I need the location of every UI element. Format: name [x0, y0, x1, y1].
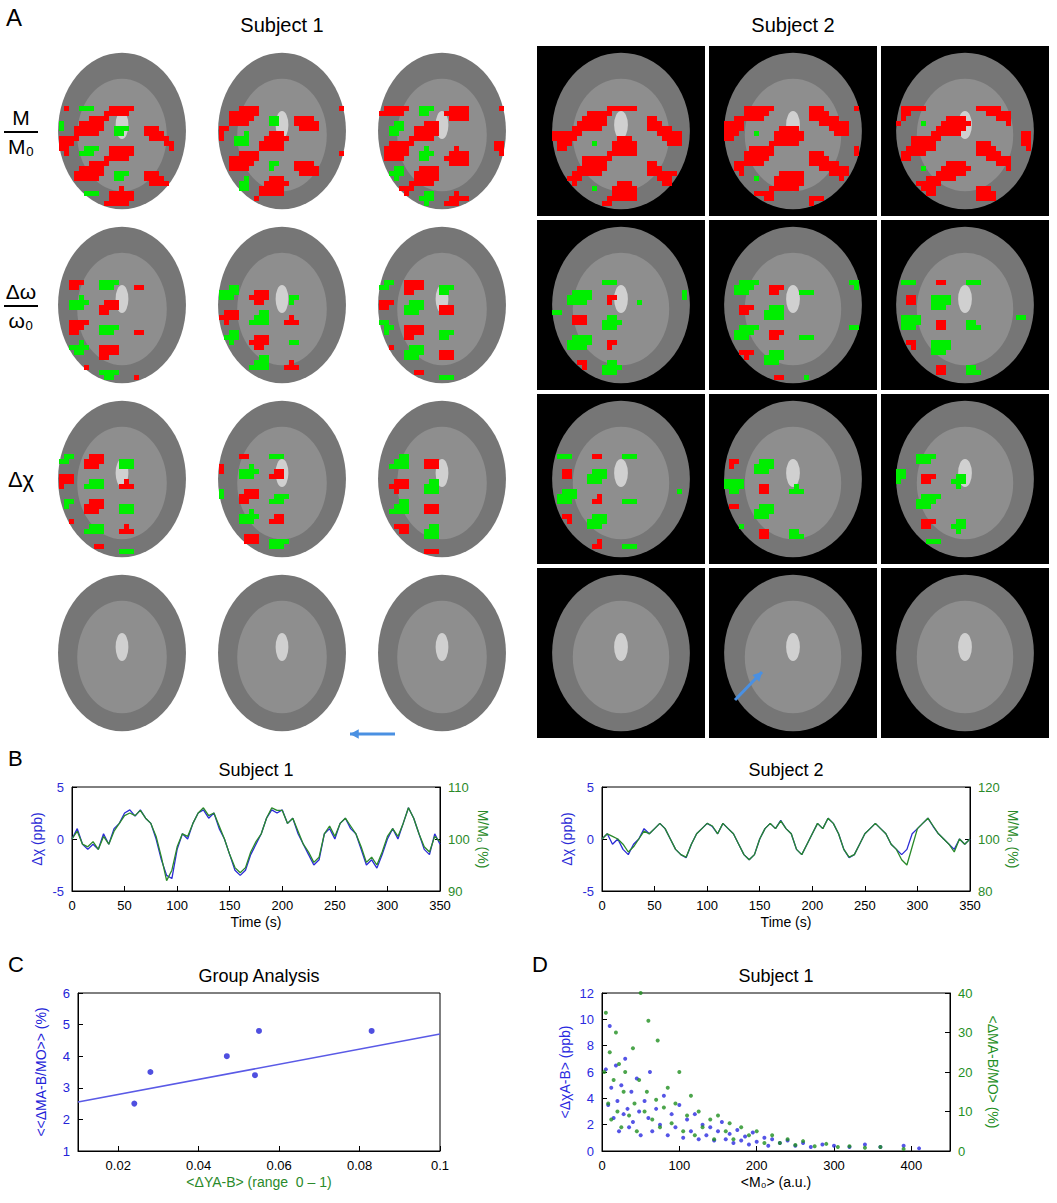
svg-text:D: D [532, 952, 548, 977]
svg-text:200: 200 [746, 1158, 768, 1173]
svg-text:<<ΔMA-B/MO>> (%): <<ΔMA-B/MO>> (%) [33, 1007, 49, 1136]
svg-text:<ΔMA-B/MO> (%): <ΔMA-B/MO> (%) [985, 1016, 1001, 1129]
svg-text:Subject 1: Subject 1 [218, 760, 293, 780]
svg-text:-5: -5 [582, 884, 594, 899]
svg-text:10: 10 [958, 1104, 972, 1119]
svg-text:30: 30 [958, 1025, 972, 1040]
svg-text:8: 8 [587, 1038, 594, 1053]
svg-text:0: 0 [958, 1144, 965, 1159]
svg-text:Subject 2: Subject 2 [748, 760, 823, 780]
svg-text:0: 0 [68, 898, 75, 913]
svg-text:Group Analysis: Group Analysis [198, 966, 319, 986]
svg-text:M₀: M₀ [8, 135, 34, 158]
svg-text:100: 100 [978, 832, 1000, 847]
svg-text:6: 6 [587, 1065, 594, 1080]
svg-text:12: 12 [580, 986, 594, 1001]
svg-text:A: A [6, 4, 22, 31]
svg-text:150: 150 [749, 898, 771, 913]
svg-text:100: 100 [166, 898, 188, 913]
svg-text:350: 350 [429, 898, 451, 913]
svg-text:M: M [12, 106, 30, 129]
svg-text:5: 5 [57, 780, 64, 795]
svg-text:M/M₀ (%): M/M₀ (%) [1005, 810, 1021, 869]
svg-text:100: 100 [696, 898, 718, 913]
svg-text:-5: -5 [52, 884, 64, 899]
svg-text:Δω: Δω [6, 280, 36, 303]
svg-text:0.06: 0.06 [266, 1158, 291, 1173]
svg-text:B: B [8, 746, 23, 771]
svg-text:C: C [8, 952, 24, 977]
svg-text:250: 250 [324, 898, 346, 913]
svg-text:Subject 2: Subject 2 [751, 14, 834, 36]
svg-text:5: 5 [587, 780, 594, 795]
svg-text:150: 150 [219, 898, 241, 913]
svg-text:0.02: 0.02 [106, 1158, 131, 1173]
svg-text:200: 200 [801, 898, 823, 913]
svg-text:2: 2 [587, 1117, 594, 1132]
svg-text:0: 0 [598, 898, 605, 913]
svg-text:0: 0 [587, 832, 594, 847]
svg-text:Subject 1: Subject 1 [240, 14, 323, 36]
svg-text:5: 5 [63, 1017, 70, 1032]
svg-text:3: 3 [63, 1080, 70, 1095]
svg-text:300: 300 [907, 898, 929, 913]
svg-text:0.1: 0.1 [431, 1158, 449, 1173]
svg-text:0: 0 [587, 1144, 594, 1159]
svg-text:110: 110 [448, 780, 469, 795]
svg-text:Δχ (ppb): Δχ (ppb) [29, 812, 45, 865]
svg-text:10: 10 [580, 1012, 594, 1027]
svg-text:0.08: 0.08 [347, 1158, 372, 1173]
svg-text:0: 0 [598, 1158, 605, 1173]
svg-text:120: 120 [978, 780, 1000, 795]
svg-text:300: 300 [377, 898, 399, 913]
svg-text:80: 80 [978, 884, 992, 899]
svg-text:6: 6 [63, 986, 70, 1001]
svg-text:200: 200 [271, 898, 293, 913]
svg-text:20: 20 [958, 1065, 972, 1080]
svg-text:0.04: 0.04 [186, 1158, 211, 1173]
svg-text:Subject 1: Subject 1 [738, 966, 813, 986]
svg-text:<ΔχA-B> (ppb): <ΔχA-B> (ppb) [557, 1026, 573, 1119]
svg-text:2: 2 [63, 1112, 70, 1127]
svg-text:90: 90 [448, 884, 462, 899]
svg-text:4: 4 [587, 1091, 594, 1106]
svg-text:Δχ: Δχ [8, 467, 35, 492]
svg-text:<ΔYA-B> (range 0 – 1): <ΔYA-B> (range 0 – 1) [186, 1174, 331, 1190]
svg-text:100: 100 [448, 832, 470, 847]
svg-text:350: 350 [959, 898, 981, 913]
svg-text:Δχ (ppb): Δχ (ppb) [559, 812, 575, 865]
svg-text:250: 250 [854, 898, 876, 913]
svg-text:1: 1 [63, 1144, 70, 1159]
svg-text:100: 100 [668, 1158, 690, 1173]
svg-text:Time (s): Time (s) [231, 914, 282, 930]
svg-text:Time (s): Time (s) [761, 914, 812, 930]
svg-text:M/M₀ (%): M/M₀ (%) [475, 810, 491, 869]
svg-text:<M₀> (a.u.): <M₀> (a.u.) [741, 1174, 811, 1190]
svg-text:50: 50 [117, 898, 131, 913]
svg-text:ω₀: ω₀ [8, 309, 33, 332]
svg-text:0: 0 [57, 832, 64, 847]
svg-text:50: 50 [647, 898, 661, 913]
svg-text:300: 300 [823, 1158, 845, 1173]
svg-text:400: 400 [900, 1158, 922, 1173]
svg-text:4: 4 [63, 1049, 70, 1064]
svg-text:40: 40 [958, 986, 972, 1001]
